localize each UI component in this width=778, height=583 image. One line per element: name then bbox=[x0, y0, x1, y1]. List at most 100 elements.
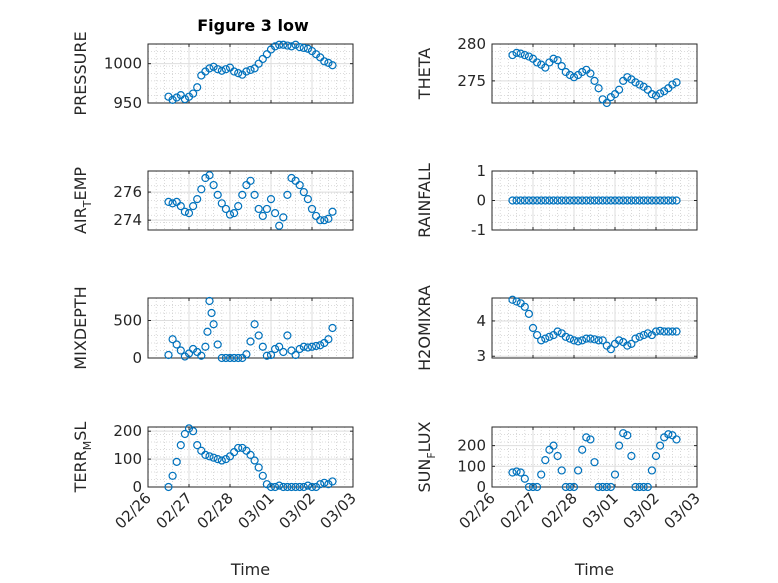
data-point bbox=[520, 196, 529, 205]
data-point bbox=[246, 337, 255, 346]
data-point bbox=[516, 196, 525, 205]
axes-box bbox=[147, 170, 354, 231]
data-point bbox=[299, 187, 308, 197]
data-series bbox=[164, 296, 337, 363]
data-point bbox=[168, 199, 177, 208]
data-point bbox=[594, 84, 603, 93]
data-point bbox=[303, 44, 312, 53]
data-point bbox=[213, 340, 222, 349]
data-point bbox=[262, 50, 271, 59]
data-point bbox=[201, 450, 210, 460]
minor-grid bbox=[492, 427, 697, 487]
data-point bbox=[307, 482, 317, 492]
data-point bbox=[623, 73, 632, 82]
data-point bbox=[561, 196, 570, 205]
data-point bbox=[586, 196, 595, 205]
data-point bbox=[197, 446, 206, 455]
data-point bbox=[537, 470, 546, 479]
y-axis-label: TERRMSL bbox=[71, 422, 94, 494]
data-point bbox=[205, 171, 214, 180]
data-point bbox=[655, 89, 665, 98]
axes-box bbox=[147, 43, 354, 104]
subplot-3: 274 276 AIRTEMP bbox=[71, 167, 354, 234]
data-point bbox=[643, 482, 652, 492]
y-tick-label: 200 bbox=[457, 437, 486, 455]
data-point bbox=[266, 350, 276, 360]
data-point bbox=[672, 435, 681, 444]
data-point bbox=[524, 196, 534, 205]
data-point bbox=[184, 424, 194, 433]
data-point bbox=[647, 196, 657, 205]
tick-marks bbox=[491, 170, 698, 231]
data-point bbox=[557, 62, 566, 71]
data-point bbox=[586, 334, 595, 343]
data-point bbox=[213, 65, 222, 74]
data-point bbox=[651, 451, 661, 461]
data-point bbox=[283, 482, 292, 492]
data-point bbox=[271, 42, 280, 51]
data-point bbox=[254, 463, 263, 472]
y-tick-label: 3 bbox=[476, 347, 486, 365]
y-axis-label: H2OMIXRA bbox=[415, 285, 434, 371]
data-point bbox=[541, 456, 550, 465]
data-point bbox=[553, 196, 562, 205]
data-point bbox=[541, 334, 550, 343]
data-point bbox=[193, 83, 202, 92]
data-point bbox=[614, 85, 624, 94]
data-point bbox=[660, 327, 669, 336]
x-tick-label: 02/28 bbox=[194, 489, 237, 532]
data-point bbox=[627, 196, 636, 205]
data-point bbox=[324, 58, 333, 67]
data-point bbox=[660, 196, 669, 205]
data-point bbox=[168, 95, 177, 104]
y-tick-label: 950 bbox=[113, 94, 142, 112]
data-point bbox=[578, 445, 587, 454]
data-point bbox=[557, 466, 566, 475]
data-point bbox=[258, 471, 267, 480]
tick-marks bbox=[147, 171, 354, 230]
data-point bbox=[242, 67, 251, 76]
data-point bbox=[283, 190, 292, 199]
data-point bbox=[512, 48, 521, 57]
axes-box bbox=[491, 297, 698, 359]
data-point bbox=[528, 482, 538, 492]
data-point bbox=[217, 199, 226, 208]
data-point bbox=[594, 336, 603, 345]
data-point bbox=[164, 350, 173, 360]
data-point bbox=[213, 454, 222, 464]
data-point bbox=[230, 353, 239, 363]
data-point bbox=[225, 452, 235, 461]
data-point bbox=[291, 482, 300, 492]
data-point bbox=[254, 331, 263, 340]
y-tick-label: 1 bbox=[476, 162, 486, 180]
data-point bbox=[553, 327, 562, 336]
data-point bbox=[180, 207, 189, 216]
data-point bbox=[586, 69, 595, 78]
tick-marks bbox=[491, 427, 698, 488]
data-point bbox=[545, 196, 554, 205]
data-point bbox=[312, 341, 321, 351]
data-point bbox=[598, 482, 607, 492]
data-point bbox=[234, 443, 243, 453]
data-point bbox=[590, 196, 599, 205]
data-point bbox=[545, 332, 554, 341]
data-point bbox=[164, 197, 173, 207]
data-point bbox=[541, 63, 550, 72]
data-point bbox=[307, 342, 317, 351]
data-point bbox=[520, 474, 529, 483]
data-point bbox=[209, 180, 218, 190]
data-point bbox=[209, 320, 218, 329]
data-point bbox=[532, 330, 542, 340]
data-point bbox=[287, 42, 296, 51]
subplot-4: -1 0 1 RAINFALL bbox=[415, 162, 698, 239]
data-point bbox=[250, 190, 259, 199]
data-point bbox=[291, 350, 300, 360]
data-point bbox=[203, 327, 212, 336]
data-point bbox=[275, 221, 284, 230]
data-point bbox=[201, 173, 210, 183]
data-point bbox=[623, 341, 632, 350]
data-point bbox=[193, 194, 202, 204]
data-point bbox=[242, 350, 251, 359]
data-point bbox=[176, 441, 185, 450]
